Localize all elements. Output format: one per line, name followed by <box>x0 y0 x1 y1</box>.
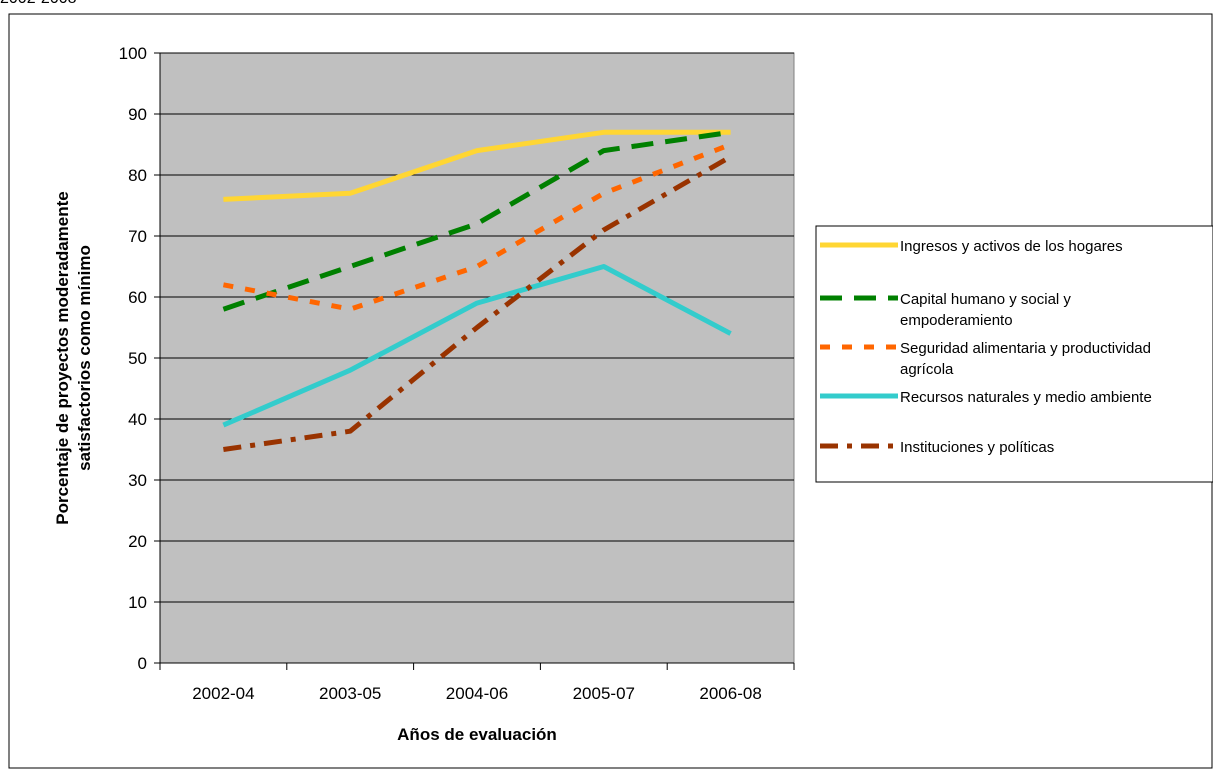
x-tick-label: 2002-04 <box>192 684 254 703</box>
series-line-1 <box>223 129 731 202</box>
legend-label-3: Seguridad alimentaria y productividad agr… <box>900 340 1151 378</box>
y-tick-label: 10 <box>128 593 147 612</box>
series-line-2 <box>222 129 731 312</box>
legend-label-2: Capital humano y social y empoderamiento <box>900 291 1071 329</box>
y-tick-label: 60 <box>128 288 147 307</box>
y-tick-label: 0 <box>138 654 147 673</box>
axes <box>154 52 795 670</box>
x-tick-labels: 2002-04 2003-05 2004-06 2005-07 2006-08 <box>192 684 762 703</box>
x-tick-label: 2004-06 <box>446 684 508 703</box>
x-axis-title: Años de evaluación <box>397 725 557 744</box>
legend: Ingresos y activos de los hogares Capital… <box>820 238 1152 456</box>
y-tick-label: 80 <box>128 166 147 185</box>
x-tick-label: 2003-05 <box>319 684 381 703</box>
legend-label-1: Ingresos y activos de los hogares <box>900 238 1123 255</box>
legend-label-4: Recursos naturales y medio ambiente <box>900 389 1152 406</box>
y-tick-label: 100 <box>119 44 147 63</box>
y-tick-labels: 0 10 20 30 40 50 60 70 80 90 100 <box>119 44 147 673</box>
y-tick-label: 50 <box>128 349 147 368</box>
y-axis-title-line2: satisfactorios como mínimo <box>75 245 94 471</box>
y-tick-label: 90 <box>128 105 147 124</box>
y-tick-label: 40 <box>128 410 147 429</box>
y-tick-label: 30 <box>128 471 147 490</box>
legend-box <box>815 225 1213 483</box>
series-line-4 <box>222 264 732 428</box>
y-tick-label: 20 <box>128 532 147 551</box>
legend-label-5: Instituciones y políticas <box>900 439 1054 456</box>
series-lines <box>222 129 732 452</box>
y-axis-title-line1: Porcentaje de proyectos moderadamente <box>53 191 72 525</box>
series-line-5 <box>223 154 732 452</box>
figure-caption: 2002-2008 <box>0 0 77 8</box>
x-tick-label: 2005-07 <box>573 684 635 703</box>
y-tick-label: 70 <box>128 227 147 246</box>
x-tick-label: 2006-08 <box>699 684 761 703</box>
